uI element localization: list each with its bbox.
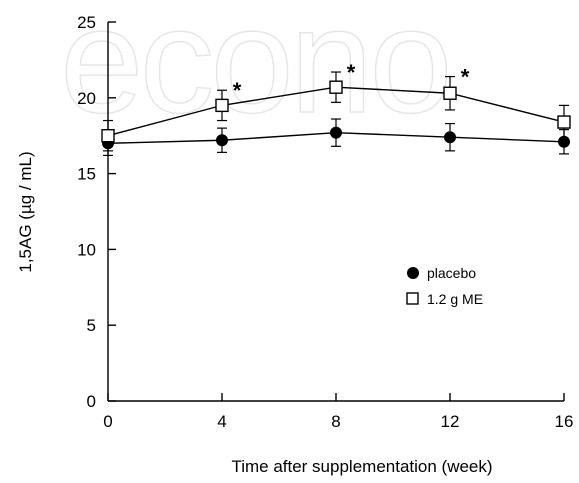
data-point-1-2-g-me-4	[215, 98, 229, 113]
watermark: econo	[60, 0, 449, 144]
legend-item-1-2-g-me: 1.2 g ME	[406, 291, 483, 307]
x-tick-label-12: 12	[441, 412, 460, 431]
data-point-placebo-4	[216, 134, 228, 147]
y-tick-label-0: 0	[87, 392, 96, 411]
series-1-2-g-me	[101, 71, 571, 152]
legend-marker-1-2-g-me	[406, 292, 419, 305]
axes: 0 5 10 15 20 25 0 4 8 12 16	[77, 13, 573, 431]
x-axis-label: Time after supplementation (week)	[231, 457, 492, 476]
series-layer	[101, 71, 571, 157]
legend-item-placebo: placebo	[407, 265, 476, 281]
data-point-1-2-g-me-8	[329, 80, 343, 94]
y-tick-label-5: 5	[87, 316, 96, 335]
x-tick-label-16: 16	[555, 412, 574, 431]
y-tick-label-15: 15	[77, 165, 96, 184]
legend: placebo 1.2 g ME	[406, 265, 483, 307]
significance-mark-4: *	[233, 78, 242, 103]
data-point-1-2-g-me-16	[557, 115, 571, 129]
y-tick-label-20: 20	[77, 89, 96, 108]
data-point-1-2-g-me-12	[443, 86, 457, 100]
y-tick-label-10: 10	[77, 240, 96, 259]
legend-label-placebo: placebo	[427, 265, 476, 281]
x-tick-label-0: 0	[103, 412, 112, 431]
significance-mark-12: *	[461, 65, 470, 90]
legend-marker-placebo	[407, 267, 419, 279]
x-tick-label-4: 4	[217, 412, 226, 431]
legend-label-1-2-g-me: 1.2 g ME	[427, 291, 483, 307]
x-tick-label-8: 8	[331, 412, 340, 431]
y-tick-label-25: 25	[77, 13, 96, 32]
significance-mark-8: *	[347, 60, 356, 85]
data-point-placebo-12	[444, 131, 456, 144]
annotations: * * *	[233, 60, 470, 103]
data-point-placebo-8	[330, 126, 342, 139]
y-axis-label: 1,5AG (µg / mL)	[16, 151, 35, 272]
data-point-1-2-g-me-0	[101, 128, 115, 143]
